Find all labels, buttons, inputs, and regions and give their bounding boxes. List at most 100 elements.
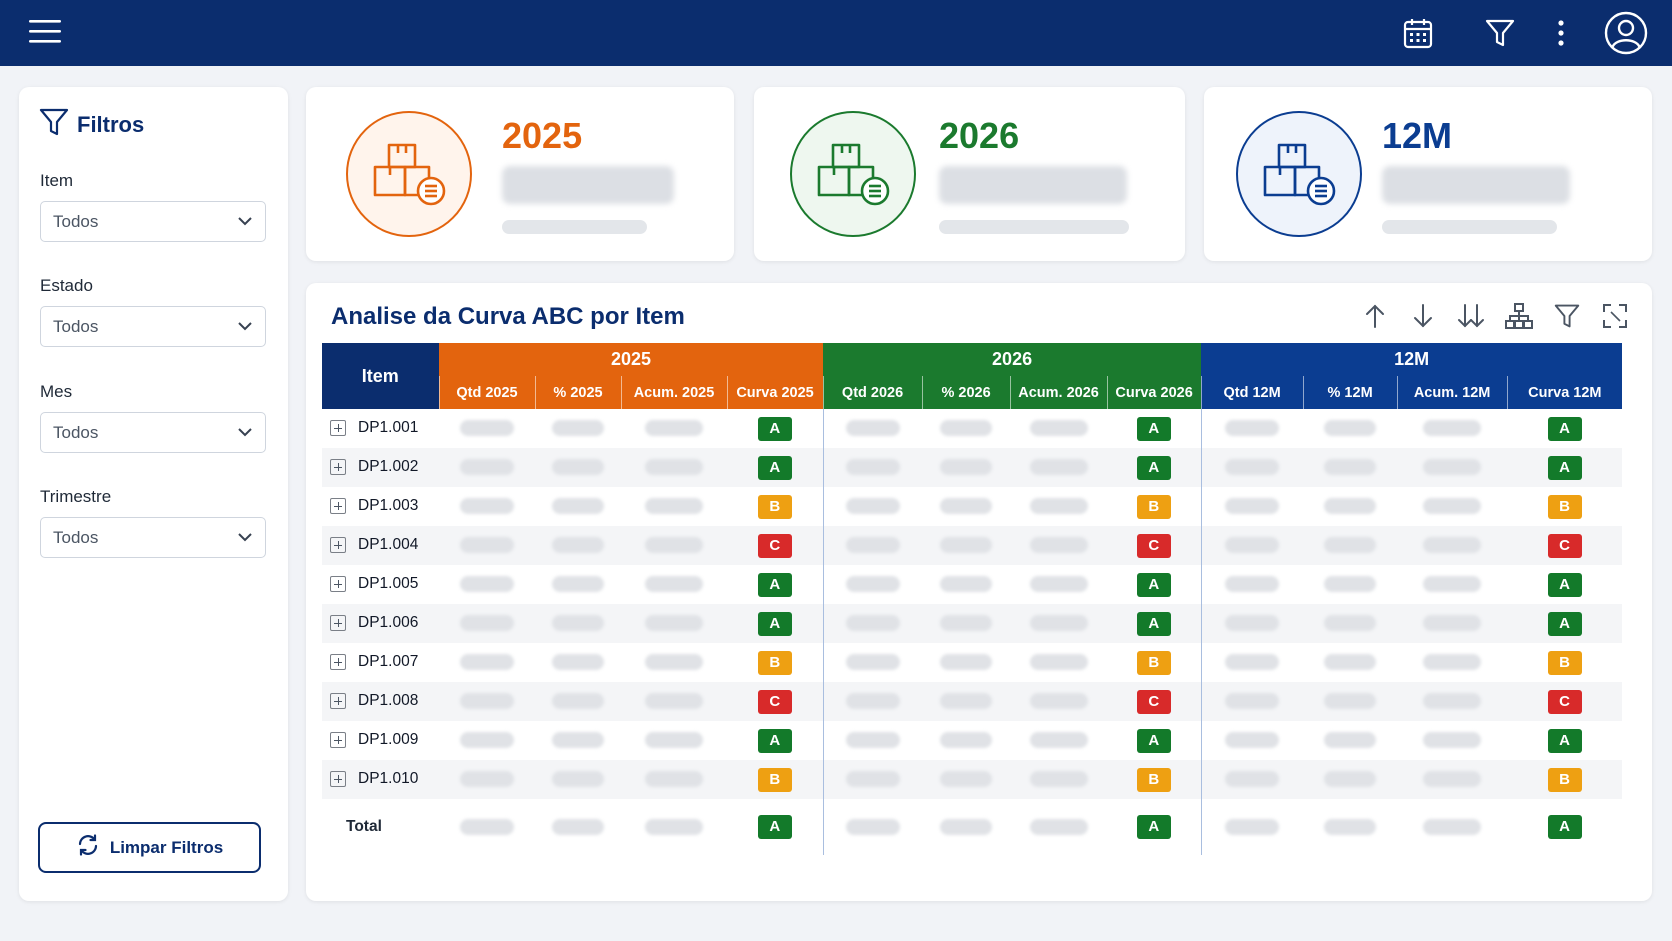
clear-filters-button[interactable]: Limpar Filtros (38, 822, 261, 873)
redacted-value-cell (922, 526, 1011, 565)
redacted-value (460, 732, 514, 749)
expand-all-icon[interactable] (1456, 301, 1486, 331)
expand-icon[interactable] (330, 537, 346, 554)
kpi-title: 2026 (939, 115, 1020, 156)
column-header[interactable]: Acum. 2025 (620, 376, 727, 409)
redacted-value-cell (922, 409, 1010, 448)
column-header[interactable]: % 12M (1302, 376, 1398, 409)
curve-badge: A (757, 815, 792, 839)
table-row[interactable]: DP1.006 A A A (322, 604, 1623, 643)
filters-sidebar: Filtros Item Todos Estado Todos Mes Todo… (19, 87, 288, 901)
expand-icon[interactable] (330, 654, 346, 671)
curve-badge: B (757, 767, 792, 792)
column-header[interactable]: Qtd 2025 (438, 376, 535, 409)
redacted-value (645, 459, 703, 476)
redacted-value (1225, 615, 1280, 632)
filter-icon (39, 107, 69, 142)
redacted-value-cell (439, 487, 535, 526)
column-header-item[interactable]: Item (322, 343, 439, 409)
table-row[interactable]: DP1.005 A A A (322, 565, 1622, 604)
item-code: DP1.003 (358, 497, 419, 515)
item-select[interactable]: Todos (40, 201, 266, 242)
abc-curve-table: Item 2025 2026 12M Qtd 2025 % 2025 Acum.… (322, 343, 1623, 855)
curve-badge: A (1136, 728, 1171, 753)
column-header[interactable]: Qtd 12M (1200, 376, 1304, 409)
redacted-value-cell (1397, 526, 1508, 565)
column-header[interactable]: Curva 2025 (726, 376, 824, 409)
curve-badge: A (1547, 728, 1582, 753)
redacted-value-cell (439, 799, 535, 855)
calendar-icon[interactable] (1397, 12, 1439, 54)
item-cell: DP1.009 (322, 721, 439, 760)
table-row[interactable]: DP1.010 B B B (322, 760, 1623, 799)
table-row[interactable]: DP1.002 A A A (322, 448, 1623, 487)
filter-label: Item (40, 171, 74, 190)
more-vertical-icon[interactable] (1540, 12, 1582, 54)
table-row[interactable]: DP1.003 B B B (322, 487, 1622, 526)
redacted-value-cell (1200, 448, 1304, 487)
redacted-value-cell (1200, 526, 1304, 565)
redacted-value-cell (621, 721, 727, 760)
expand-icon[interactable] (330, 459, 346, 476)
hierarchy-icon[interactable] (1504, 301, 1534, 331)
curve-cell: A (1507, 799, 1623, 855)
curve-cell: A (727, 799, 824, 855)
filter-icon[interactable] (1479, 12, 1521, 54)
redacted-value-cell (1303, 604, 1398, 643)
select-value: Todos (53, 316, 99, 336)
redacted-value (1029, 818, 1088, 835)
curve-cell: A (727, 721, 823, 760)
column-header[interactable]: Acum. 12M (1396, 376, 1508, 409)
table-row[interactable]: DP1.004 C C C (322, 526, 1623, 565)
redacted-value (845, 654, 900, 671)
item-code: DP1.009 (358, 731, 419, 749)
trimestre-select[interactable]: Todos (40, 517, 266, 558)
filter-icon[interactable] (1552, 301, 1582, 331)
table-row[interactable]: DP1.007 B B B (322, 643, 1622, 682)
redacted-value (1423, 459, 1482, 476)
redacted-value-cell (922, 604, 1011, 643)
redacted-value (1029, 537, 1088, 554)
redacted-value-cell (439, 682, 535, 721)
redacted-value (1324, 498, 1377, 515)
expand-icon[interactable] (330, 498, 346, 515)
table-row[interactable]: DP1.009 A A A (322, 721, 1622, 760)
column-header[interactable]: % 2026 (921, 376, 1011, 409)
menu-icon[interactable] (28, 16, 68, 50)
estado-select[interactable]: Todos (40, 306, 266, 347)
user-icon[interactable] (1603, 10, 1649, 56)
curve-badge: C (757, 533, 792, 558)
expand-icon[interactable] (330, 693, 346, 710)
refresh-icon (76, 833, 100, 862)
mes-select[interactable]: Todos (40, 412, 266, 453)
redacted-value (1225, 654, 1280, 671)
column-header[interactable]: % 2025 (534, 376, 621, 409)
redacted-value-cell (1010, 760, 1108, 799)
redacted-value (845, 498, 900, 515)
column-header[interactable]: Qtd 2026 (822, 376, 923, 409)
expand-icon[interactable] (330, 615, 346, 632)
column-header[interactable]: Curva 12M (1506, 376, 1623, 409)
redacted-value (1029, 654, 1088, 671)
redacted-value-cell (822, 682, 923, 721)
table-row[interactable]: DP1.001 A A A (322, 409, 1622, 448)
curve-badge: A (1136, 815, 1171, 839)
focus-mode-icon[interactable] (1600, 301, 1630, 331)
redacted-value (940, 498, 993, 515)
redacted-value-cell (535, 448, 621, 487)
expand-icon[interactable] (330, 771, 346, 788)
kpi-subtitle-redacted (939, 220, 1129, 234)
curve-cell: A (727, 409, 823, 448)
redacted-value (552, 537, 604, 554)
sort-ascending-icon[interactable] (1360, 301, 1390, 331)
expand-icon[interactable] (330, 576, 346, 593)
expand-icon[interactable] (330, 732, 346, 749)
column-header[interactable]: Acum. 2026 (1009, 376, 1108, 409)
column-header[interactable]: Curva 2026 (1106, 376, 1202, 409)
redacted-value-cell (1010, 448, 1108, 487)
redacted-value (1324, 818, 1377, 835)
sort-descending-icon[interactable] (1408, 301, 1438, 331)
table-row[interactable]: DP1.008 C C C (322, 682, 1623, 721)
expand-icon[interactable] (330, 420, 346, 437)
boxes-icon (1236, 111, 1362, 237)
